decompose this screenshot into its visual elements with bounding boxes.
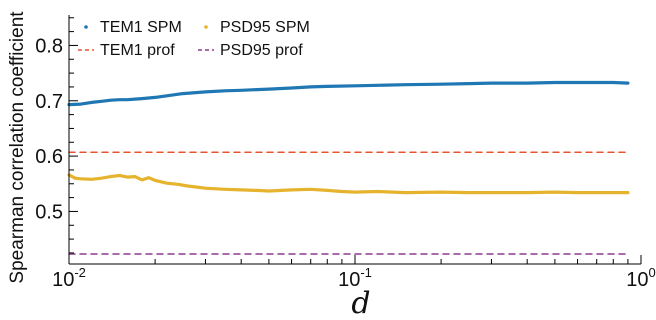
- legend-label-tem1-prof: TEM1 prof: [100, 42, 175, 59]
- x-tick-label: 10-2: [52, 265, 86, 291]
- legend: TEM1 SPM PSD95 SPM TEM1 prof PSD95 prof: [78, 19, 310, 59]
- x-tick-base: 10: [626, 269, 648, 291]
- y-tick-label: 0.7: [35, 91, 63, 113]
- legend-label-psd95-prof: PSD95 prof: [220, 42, 303, 59]
- legend-marker-psd95-spm: [204, 25, 208, 29]
- series-line-tem1-spm: [67, 80, 630, 107]
- legend-label-tem1-spm: TEM1 SPM: [100, 19, 182, 36]
- y-tick-label: 0.5: [35, 201, 63, 223]
- x-tick-label: 100: [626, 265, 655, 291]
- x-tick-label: 10-1: [338, 265, 372, 291]
- x-tick-base: 10: [338, 269, 360, 291]
- legend-marker-tem1-spm: [84, 25, 88, 29]
- y-tick-label: 0.8: [35, 35, 63, 57]
- x-tick-exponent: -2: [74, 265, 86, 280]
- x-tick-base: 10: [52, 269, 74, 291]
- axes: 0.50.60.70.810-2 10-1 100: [35, 15, 656, 291]
- y-axis-label: Spearman correlation coefficient: [7, 11, 28, 284]
- plot-area: [67, 80, 630, 255]
- legend-label-psd95-spm: PSD95 SPM: [220, 19, 310, 36]
- x-tick-exponent: -1: [360, 265, 372, 280]
- y-tick-label: 0.6: [35, 146, 63, 168]
- x-tick-exponent: 0: [649, 265, 656, 280]
- series-line-psd95-spm: [67, 173, 630, 195]
- x-axis-label: d: [351, 286, 370, 320]
